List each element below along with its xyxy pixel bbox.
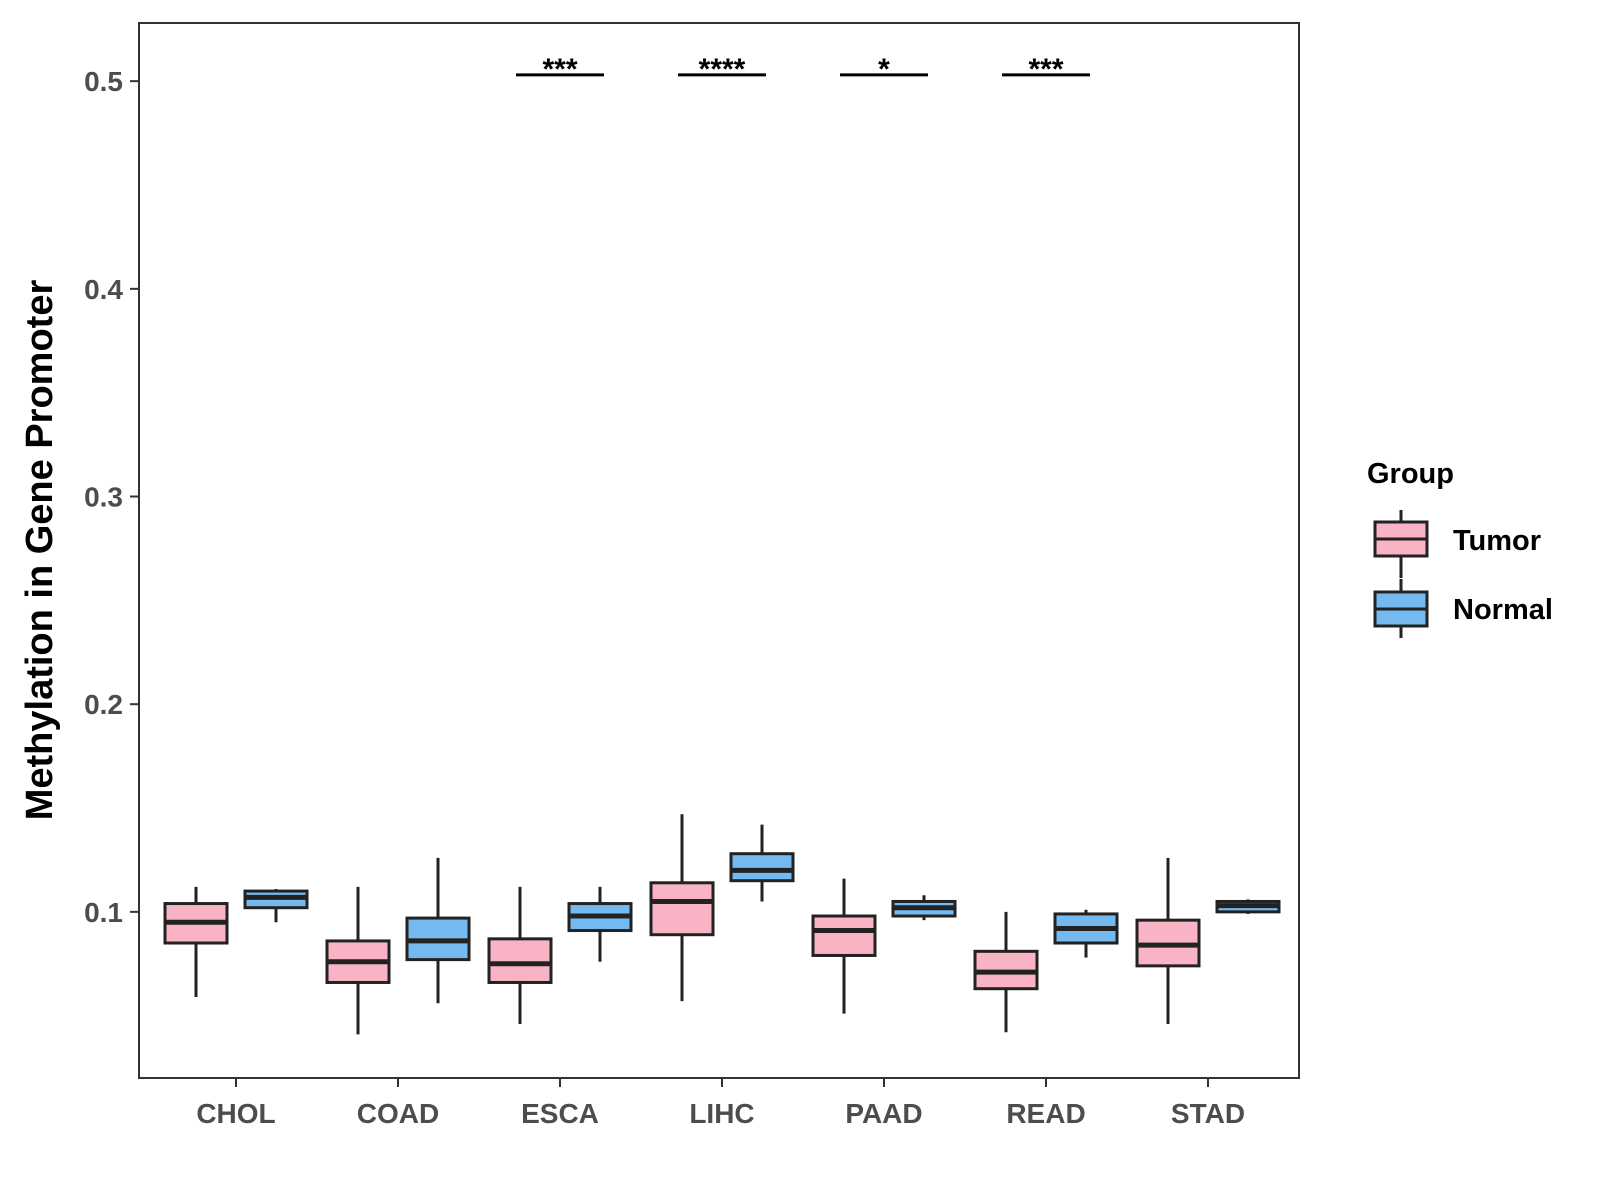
y-axis: 0.1 0.2 0.3 0.4 0.5	[84, 66, 139, 928]
significance-label: *	[878, 53, 890, 86]
significance-label: ****	[699, 53, 746, 86]
box-tumor-lihc	[649, 814, 715, 1002]
box-tumor-chol	[163, 886, 229, 998]
box-normal-lihc	[729, 824, 795, 902]
significance-annotations: *** **** * ***	[516, 53, 1090, 86]
box-tumor-paad	[811, 878, 877, 1014]
x-tick-label-chol: CHOL	[196, 1098, 275, 1129]
boxes-layer	[163, 814, 1281, 1035]
significance-label: ***	[1028, 53, 1063, 86]
x-axis: CHOL COAD ESCA LIHC PAAD READ STAD	[196, 1078, 1245, 1129]
x-tick-label-stad: STAD	[1171, 1098, 1245, 1129]
plot-panel	[138, 22, 1300, 1079]
y-tick-label: 0.3	[84, 482, 123, 513]
x-tick-label-coad: COAD	[357, 1098, 439, 1129]
legend-label-normal: Normal	[1453, 594, 1553, 626]
box-normal-stad	[1215, 899, 1281, 914]
box-body	[649, 881, 715, 937]
box-body	[487, 937, 553, 984]
significance-paad: *	[840, 53, 928, 86]
y-tick-label: 0.2	[84, 689, 123, 720]
x-tick-label-lihc: LIHC	[689, 1098, 754, 1129]
x-tick-label-paad: PAAD	[845, 1098, 922, 1129]
box-tumor-stad	[1135, 857, 1201, 1025]
significance-label: ***	[542, 53, 577, 86]
legend-label-tumor: Tumor	[1453, 525, 1541, 557]
y-axis-title: Methylation in Gene Promoter	[19, 280, 61, 821]
box-normal-esca	[567, 886, 633, 962]
box-normal-paad	[891, 895, 957, 921]
y-tick-label: 0.4	[84, 274, 123, 305]
box-normal-chol	[243, 889, 309, 923]
significance-read: ***	[1002, 53, 1090, 86]
y-tick-label: 0.5	[84, 66, 123, 97]
legend-title: Group	[1367, 458, 1454, 490]
x-tick-label-esca: ESCA	[521, 1098, 599, 1129]
legend-entry-normal: Normal	[1373, 579, 1553, 638]
significance-esca: ***	[516, 53, 604, 86]
significance-lihc: ****	[678, 53, 766, 86]
legend: Group Tumor Normal	[1367, 458, 1553, 638]
box-normal-read	[1053, 909, 1119, 958]
box-body	[811, 914, 877, 957]
box-body	[729, 852, 795, 883]
box-tumor-read	[973, 911, 1039, 1033]
x-tick-label-read: READ	[1006, 1098, 1085, 1129]
box-normal-coad	[405, 857, 471, 1004]
y-tick-label: 0.1	[84, 897, 123, 928]
legend-entry-tumor: Tumor	[1373, 510, 1541, 578]
box-tumor-esca	[487, 886, 553, 1025]
box-tumor-coad	[325, 886, 391, 1035]
